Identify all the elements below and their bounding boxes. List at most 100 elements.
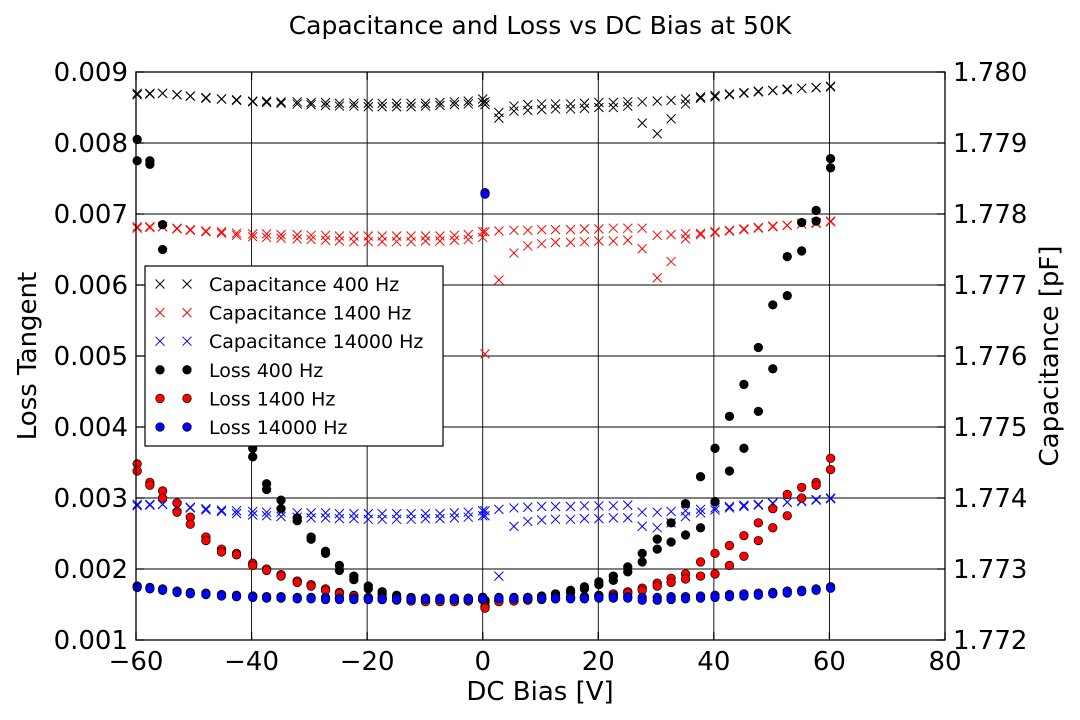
- data-point: [261, 229, 272, 239]
- x-marker-stroke: [724, 503, 735, 513]
- data-point: [132, 88, 143, 99]
- x-marker-stroke: [825, 81, 836, 92]
- data-point: [231, 592, 242, 602]
- data-point: [306, 581, 316, 591]
- x-marker-stroke: [261, 96, 272, 106]
- legend-marker: [155, 307, 165, 318]
- data-point: [637, 118, 648, 128]
- data-point: [695, 472, 706, 482]
- data-point: [349, 594, 359, 605]
- x-marker-stroke: [825, 493, 836, 504]
- data-point: [435, 508, 445, 519]
- data-point: [652, 534, 662, 544]
- data-point: [157, 493, 168, 503]
- data-point: [449, 99, 460, 110]
- data-point: [480, 226, 490, 237]
- x-marker-stroke: [420, 101, 431, 111]
- data-point: [420, 508, 431, 519]
- data-point: [666, 537, 676, 547]
- x-marker-stroke: [782, 497, 793, 508]
- data-point: [666, 229, 676, 240]
- data-point: [477, 510, 488, 521]
- y-right-tick-label: 1.780: [953, 58, 1027, 88]
- x-marker-stroke: [231, 505, 242, 516]
- x-axis-label: DC Bias [V]: [466, 677, 613, 707]
- x-marker-stroke: [739, 224, 749, 235]
- data-point: [695, 557, 706, 567]
- data-point: [825, 153, 836, 164]
- x-marker-stroke: [480, 226, 490, 237]
- data-point: [334, 236, 345, 246]
- x-marker-stroke: [695, 228, 706, 239]
- x-marker-stroke: [579, 236, 590, 247]
- x-marker-stroke: [320, 100, 331, 111]
- x-marker-stroke: [261, 229, 272, 239]
- data-point: [463, 234, 474, 245]
- x-marker-stroke: [334, 231, 345, 241]
- x-marker-stroke: [406, 236, 416, 247]
- x-marker-stroke: [695, 229, 706, 240]
- legend-marker: [155, 336, 165, 347]
- data-point: [594, 500, 604, 511]
- x-tick-label: 80: [928, 647, 961, 677]
- x-marker-stroke: [579, 224, 590, 234]
- y-right-tick-label: 1.773: [953, 555, 1027, 585]
- data-point: [172, 507, 182, 517]
- data-point: [377, 101, 388, 112]
- data-point: [536, 104, 547, 115]
- data-point: [509, 101, 519, 111]
- data-point: [172, 89, 182, 100]
- x-marker-stroke: [695, 508, 706, 518]
- x-marker-stroke: [463, 234, 474, 245]
- y-left-tick-label: 0.006: [54, 271, 128, 301]
- data-point: [216, 94, 227, 104]
- data-point: [652, 273, 663, 283]
- data-point: [261, 232, 272, 243]
- data-point: [710, 226, 720, 237]
- data-point: [739, 500, 749, 510]
- data-point: [185, 519, 195, 529]
- data-point: [768, 364, 778, 374]
- x-marker-stroke: [622, 235, 633, 246]
- data-point: [825, 216, 836, 227]
- data-point: [739, 501, 749, 512]
- data-point: [622, 513, 633, 523]
- data-point: [594, 236, 604, 246]
- data-point: [478, 594, 488, 604]
- x-marker-stroke: [811, 495, 821, 505]
- data-point: [695, 508, 706, 518]
- data-point: [435, 236, 445, 246]
- data-point: [724, 503, 735, 513]
- data-point: [768, 589, 778, 599]
- x-marker-stroke: [565, 104, 576, 114]
- data-point: [579, 584, 590, 594]
- x-marker-stroke: [494, 113, 504, 124]
- data-point: [522, 241, 533, 251]
- x-marker-stroke: [155, 307, 165, 318]
- data-point: [363, 101, 374, 112]
- data-point: [509, 503, 519, 513]
- data-point: [494, 275, 504, 285]
- data-point: [680, 530, 691, 540]
- data-point: [449, 508, 460, 518]
- x-marker-stroke: [811, 494, 821, 505]
- data-point: [276, 593, 286, 603]
- data-point: [710, 548, 720, 559]
- data-point: [306, 230, 316, 241]
- x-marker-stroke: [594, 102, 604, 113]
- x-marker-stroke: [334, 98, 345, 109]
- x-marker-stroke: [550, 104, 561, 114]
- x-marker-stroke: [637, 223, 648, 234]
- x-marker-stroke: [185, 224, 196, 235]
- data-point: [724, 226, 735, 236]
- x-marker-stroke: [608, 97, 619, 108]
- data-point: [132, 223, 143, 234]
- data-point: [348, 513, 359, 524]
- data-point: [565, 224, 576, 235]
- x-marker-stroke: [276, 98, 286, 109]
- x-marker-stroke: [579, 500, 590, 511]
- data-point: [420, 513, 431, 524]
- data-point: [565, 501, 576, 512]
- y-left-tick-label: 0.005: [54, 342, 128, 372]
